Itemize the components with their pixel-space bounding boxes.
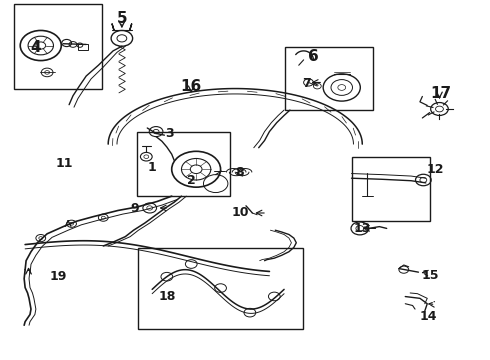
- Text: 5: 5: [117, 11, 127, 26]
- Text: 13: 13: [354, 222, 371, 235]
- Text: 7: 7: [302, 77, 311, 90]
- Text: 9: 9: [131, 202, 139, 215]
- Text: 6: 6: [308, 49, 319, 64]
- Bar: [285, 47, 373, 110]
- Text: 17: 17: [430, 86, 451, 102]
- Text: 8: 8: [235, 166, 244, 179]
- Text: 2: 2: [187, 174, 196, 186]
- Bar: [137, 132, 230, 196]
- Bar: [139, 248, 303, 329]
- Text: 12: 12: [427, 163, 444, 176]
- Text: 11: 11: [55, 157, 73, 170]
- Text: 10: 10: [231, 206, 249, 219]
- Bar: [78, 44, 88, 50]
- Text: 18: 18: [158, 290, 175, 303]
- Text: 3: 3: [165, 127, 173, 140]
- Text: 1: 1: [148, 161, 156, 174]
- Bar: [351, 157, 430, 221]
- Text: 16: 16: [181, 79, 202, 94]
- Text: 19: 19: [49, 270, 67, 283]
- Bar: [14, 4, 102, 89]
- Text: 4: 4: [30, 40, 41, 55]
- Text: 14: 14: [419, 310, 437, 323]
- Text: 15: 15: [422, 269, 440, 282]
